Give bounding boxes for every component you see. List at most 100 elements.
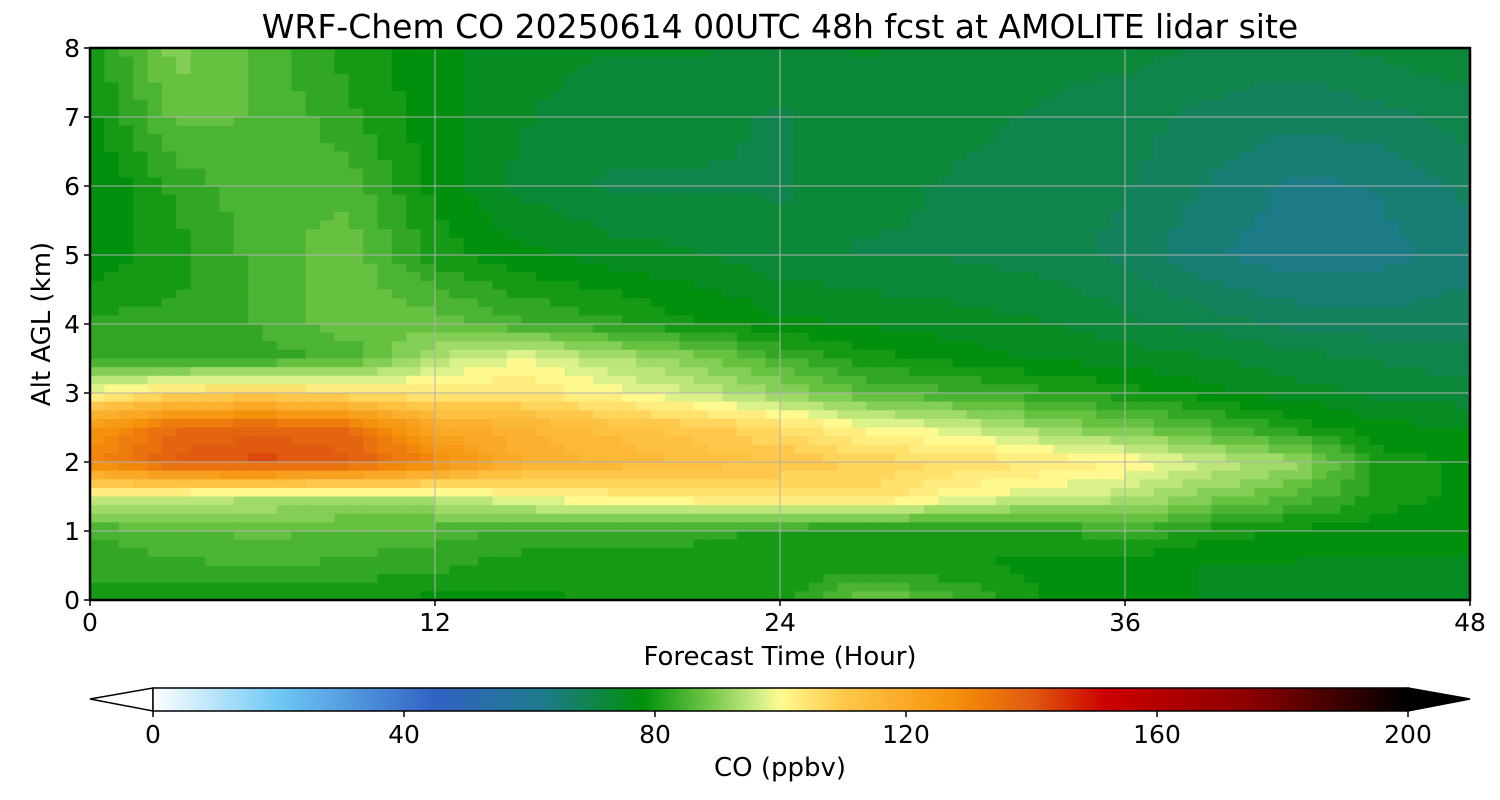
heatmap-cell: [248, 298, 264, 308]
heatmap-cell: [1182, 306, 1198, 316]
heatmap-cell: [348, 56, 364, 66]
heatmap-cell: [521, 48, 537, 58]
heatmap-cell: [1326, 134, 1342, 144]
heatmap-cell: [1426, 367, 1442, 377]
heatmap-cell: [320, 246, 335, 256]
heatmap-cell: [1240, 384, 1255, 394]
heatmap-cell: [1283, 177, 1299, 187]
heatmap-cell: [334, 263, 350, 273]
heatmap-cell: [1038, 99, 1054, 109]
heatmap-cell: [1426, 298, 1442, 308]
heatmap-cell: [1225, 82, 1241, 92]
heatmap-cell: [1168, 470, 1184, 480]
heatmap-cell: [550, 65, 565, 75]
heatmap-cell: [665, 487, 680, 498]
heatmap-cell: [463, 99, 479, 109]
heatmap-cell: [133, 194, 149, 204]
heatmap-cell: [1196, 306, 1212, 316]
heatmap-cell: [923, 280, 939, 291]
heatmap-cell: [679, 487, 695, 498]
heatmap-cell: [133, 384, 149, 394]
heatmap-cell: [607, 332, 623, 342]
heatmap-cell: [521, 289, 537, 299]
heatmap-cell: [1211, 393, 1227, 403]
heatmap-cell: [391, 393, 407, 403]
heatmap-cell: [1182, 263, 1198, 273]
heatmap-cell: [276, 280, 292, 291]
heatmap-cell: [679, 142, 695, 153]
heatmap-cell: [147, 160, 163, 170]
heatmap-cell: [851, 82, 867, 92]
heatmap-cell: [1067, 211, 1083, 222]
heatmap-cell: [463, 418, 479, 429]
heatmap-cell: [492, 306, 508, 316]
heatmap-cell: [1326, 462, 1342, 472]
heatmap-cell: [995, 65, 1011, 75]
heatmap-cell: [1067, 453, 1083, 463]
heatmap-cell: [1053, 384, 1069, 394]
heatmap-cell: [650, 393, 666, 403]
heatmap-cell: [320, 444, 335, 454]
heatmap-cell: [1096, 263, 1112, 273]
heatmap-cell: [1426, 142, 1442, 153]
heatmap-cell: [679, 470, 695, 480]
heatmap-cell: [377, 470, 393, 480]
heatmap-cell: [1182, 82, 1198, 92]
heatmap-cell: [463, 263, 479, 273]
heatmap-cell: [1412, 384, 1428, 394]
heatmap-cell: [1383, 444, 1399, 454]
heatmap-cell: [1240, 375, 1255, 385]
heatmap-cell: [1053, 375, 1069, 385]
heatmap-cell: [463, 65, 479, 75]
heatmap-cell: [435, 436, 450, 446]
heatmap-cell: [823, 91, 839, 101]
heatmap-cell: [1455, 298, 1471, 308]
heatmap-cell: [1268, 393, 1284, 403]
heatmap-cell: [880, 125, 896, 135]
heatmap-cell: [1024, 73, 1040, 84]
heatmap-cell: [1096, 367, 1112, 377]
heatmap-cell: [995, 393, 1011, 403]
heatmap-cell: [880, 272, 896, 282]
heatmap-cell: [233, 306, 249, 316]
heatmap-cell: [90, 341, 105, 351]
heatmap-cell: [1412, 142, 1428, 153]
heatmap-cell: [1383, 177, 1399, 187]
heatmap-cell: [823, 255, 839, 265]
heatmap-cell: [1168, 99, 1184, 109]
heatmap-cell: [305, 272, 321, 282]
heatmap-cell: [621, 393, 637, 403]
heatmap-cell: [909, 393, 925, 403]
heatmap-cell: [693, 384, 709, 394]
heatmap-cell: [607, 479, 623, 489]
heatmap-cell: [780, 211, 795, 222]
heatmap-cell: [1297, 444, 1313, 454]
heatmap-cell: [262, 99, 278, 109]
heatmap-cell: [1441, 125, 1457, 135]
heatmap-cell: [866, 349, 882, 360]
heatmap-cell: [636, 151, 652, 161]
heatmap-cell: [1110, 470, 1126, 480]
heatmap-cell: [535, 272, 551, 282]
heatmap-cell: [118, 479, 134, 489]
heatmap-cell: [161, 91, 177, 101]
heatmap-cell: [506, 401, 522, 411]
heatmap-cell: [981, 142, 997, 153]
heatmap-cell: [837, 117, 853, 127]
heatmap-cell: [276, 479, 292, 489]
heatmap-cell: [780, 99, 795, 109]
heatmap-cell: [679, 263, 695, 273]
heatmap-cell: [492, 91, 508, 101]
heatmap-cell: [1340, 401, 1356, 411]
heatmap-cell: [1010, 73, 1025, 84]
heatmap-cell: [1426, 237, 1442, 247]
heatmap-cell: [449, 384, 465, 394]
heatmap-cell: [1225, 272, 1241, 282]
heatmap-cell: [478, 211, 494, 222]
heatmap-cell: [621, 220, 637, 230]
heatmap-cell: [866, 160, 882, 170]
heatmap-cell: [262, 393, 278, 403]
heatmap-cell: [650, 289, 666, 299]
heatmap-cell: [463, 462, 479, 472]
